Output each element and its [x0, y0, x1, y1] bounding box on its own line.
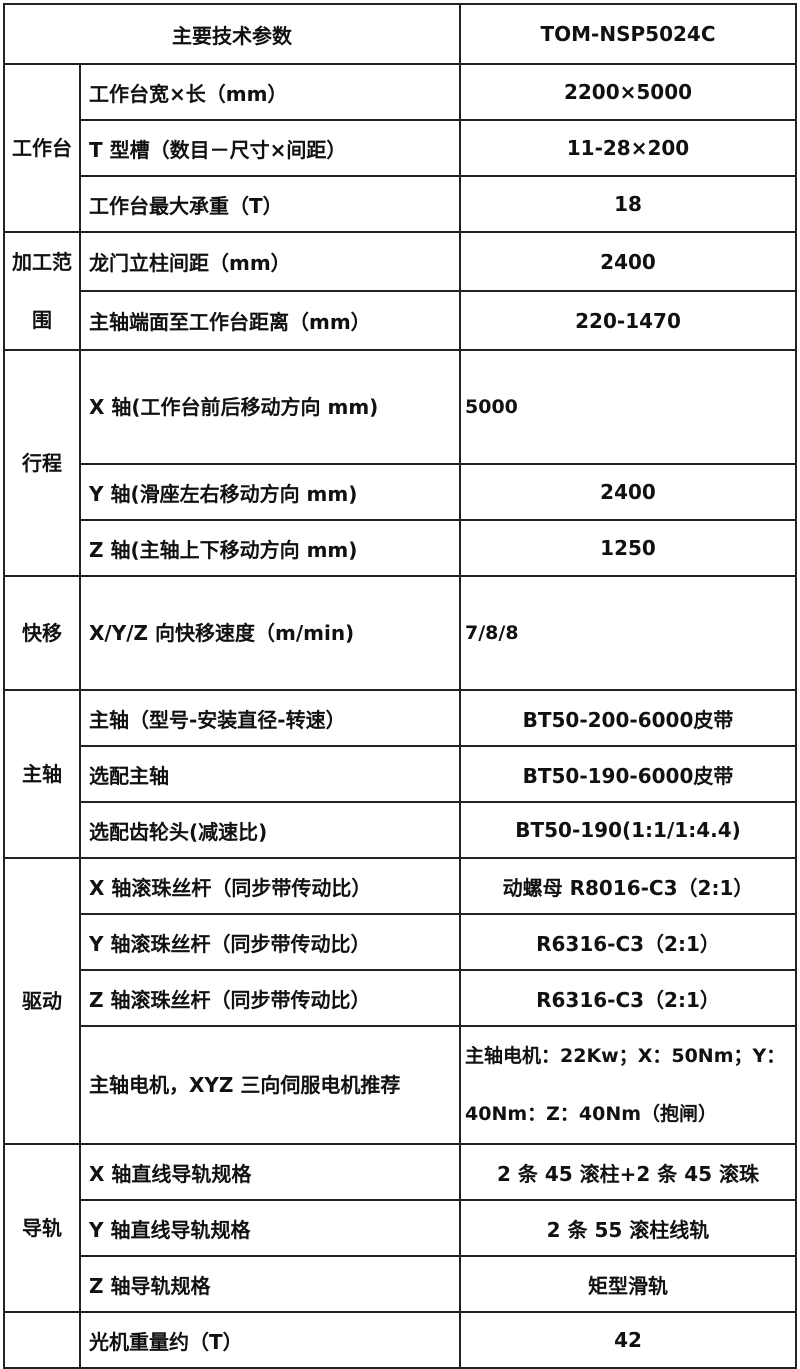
group-label: 主轴: [3, 689, 81, 859]
header-title: 主要技术参数: [3, 3, 461, 65]
table-row: 加工范围 龙门立柱间距（mm） 2400: [3, 231, 797, 351]
table-row: 主轴端面至工作台距离（mm） 220-1470: [4, 290, 797, 351]
param-name: X 轴滚珠丝杆（同步带传动比）: [79, 857, 461, 915]
param-name: 选配齿轮头(减速比): [79, 801, 461, 859]
group-label: 驱动: [3, 857, 81, 1145]
group-label: [3, 1311, 81, 1369]
table-row: Y 轴滚珠丝杆（同步带传动比） R6316-C3（2:1）: [4, 913, 797, 971]
param-value: R6316-C3（2:1）: [459, 913, 797, 971]
param-name: Z 轴导轨规格: [79, 1255, 461, 1313]
param-value: 1250: [459, 519, 797, 577]
param-value: 2400: [459, 463, 797, 521]
param-name: 工作台最大承重（T）: [79, 175, 461, 233]
param-value: BT50-190(1:1/1:4.4): [459, 801, 797, 859]
table-row: 工作台 工作台宽×长（mm） 2200×5000: [3, 63, 797, 233]
param-name: X 轴(工作台前后移动方向 mm): [79, 349, 461, 465]
table-row: 选配齿轮头(减速比) BT50-190(1:1/1:4.4): [4, 801, 797, 859]
table-row: 行程 X 轴(工作台前后移动方向 mm) 5000: [3, 349, 797, 577]
param-value: 11-28×200: [459, 119, 797, 177]
table-row: 导轨 X 轴直线导轨规格 2 条 45 滚柱+2 条 45 滚珠: [3, 1143, 797, 1313]
param-name: X 轴直线导轨规格: [79, 1143, 461, 1201]
table-row: 选配主轴 BT50-190-6000皮带: [4, 745, 797, 803]
table-row: T 型槽（数目－尺寸×间距） 11-28×200: [4, 119, 797, 177]
param-name: 主轴端面至工作台距离（mm）: [79, 290, 461, 351]
header-row: 主要技术参数 TOM-NSP5024C: [3, 3, 797, 65]
param-value: 主轴电机：22Kw；X：50Nm；Y：40Nm：Z：40Nm（抱闸）: [459, 1025, 797, 1145]
group-label: 快移: [3, 575, 81, 691]
param-name: Y 轴(滑座左右移动方向 mm): [79, 463, 461, 521]
table-row: 主轴电机，XYZ 三向伺服电机推荐 主轴电机：22Kw；X：50Nm；Y：40Nm…: [4, 1025, 797, 1145]
param-name: 选配主轴: [79, 745, 461, 803]
group-label: 导轨: [3, 1143, 81, 1313]
table-row: 光机重量约（T） 42: [3, 1311, 797, 1369]
table-row: 主轴 主轴（型号-安装直径-转速） BT50-200-6000皮带: [3, 689, 797, 859]
param-value: BT50-190-6000皮带: [459, 745, 797, 803]
param-name: Y 轴滚珠丝杆（同步带传动比）: [79, 913, 461, 971]
param-name: 工作台宽×长（mm）: [79, 63, 461, 121]
param-value: 2 条 55 滚柱线轨: [459, 1199, 797, 1257]
param-name: 主轴（型号-安装直径-转速）: [79, 689, 461, 747]
param-value: 2200×5000: [459, 63, 797, 121]
spec-table: 主要技术参数 TOM-NSP5024C 工作台 工作台宽×长（mm） 2200×50…: [3, 3, 797, 1369]
table-row: Y 轴(滑座左右移动方向 mm) 2400: [4, 463, 797, 521]
table-row: Y 轴直线导轨规格 2 条 55 滚柱线轨: [4, 1199, 797, 1257]
param-name: Z 轴(主轴上下移动方向 mm): [79, 519, 461, 577]
table-row: Z 轴滚珠丝杆（同步带传动比） R6316-C3（2:1）: [4, 969, 797, 1027]
param-value: 7/8/8: [459, 575, 797, 691]
param-value: R6316-C3（2:1）: [459, 969, 797, 1027]
param-value: 42: [459, 1311, 797, 1369]
table-row: 工作台最大承重（T） 18: [4, 175, 797, 233]
table-row: Z 轴(主轴上下移动方向 mm) 1250: [4, 519, 797, 577]
group-label: 加工范围: [3, 231, 81, 351]
param-value: 18: [459, 175, 797, 233]
param-name: Z 轴滚珠丝杆（同步带传动比）: [79, 969, 461, 1027]
param-value: BT50-200-6000皮带: [459, 689, 797, 747]
group-label: 工作台: [3, 63, 81, 233]
param-value: 220-1470: [459, 290, 797, 351]
param-name: T 型槽（数目－尺寸×间距）: [79, 119, 461, 177]
param-name: 主轴电机，XYZ 三向伺服电机推荐: [79, 1025, 461, 1145]
param-name: 龙门立柱间距（mm）: [79, 231, 461, 292]
param-value: 矩型滑轨: [459, 1255, 797, 1313]
param-value: 5000: [459, 349, 797, 465]
param-value: 2400: [459, 231, 797, 292]
table-row: 快移 X/Y/Z 向快移速度（m/min) 7/8/8: [3, 575, 797, 691]
table-row: 驱动 X 轴滚珠丝杆（同步带传动比） 动螺母 R8016-C3（2:1）: [3, 857, 797, 1145]
param-name: 光机重量约（T）: [79, 1311, 461, 1369]
group-label: 行程: [3, 349, 81, 577]
table-row: Z 轴导轨规格 矩型滑轨: [4, 1255, 797, 1313]
param-value: 2 条 45 滚柱+2 条 45 滚珠: [459, 1143, 797, 1201]
param-name: Y 轴直线导轨规格: [79, 1199, 461, 1257]
param-name: X/Y/Z 向快移速度（m/min): [79, 575, 461, 691]
param-value: 动螺母 R8016-C3（2:1）: [459, 857, 797, 915]
header-model: TOM-NSP5024C: [459, 3, 797, 65]
